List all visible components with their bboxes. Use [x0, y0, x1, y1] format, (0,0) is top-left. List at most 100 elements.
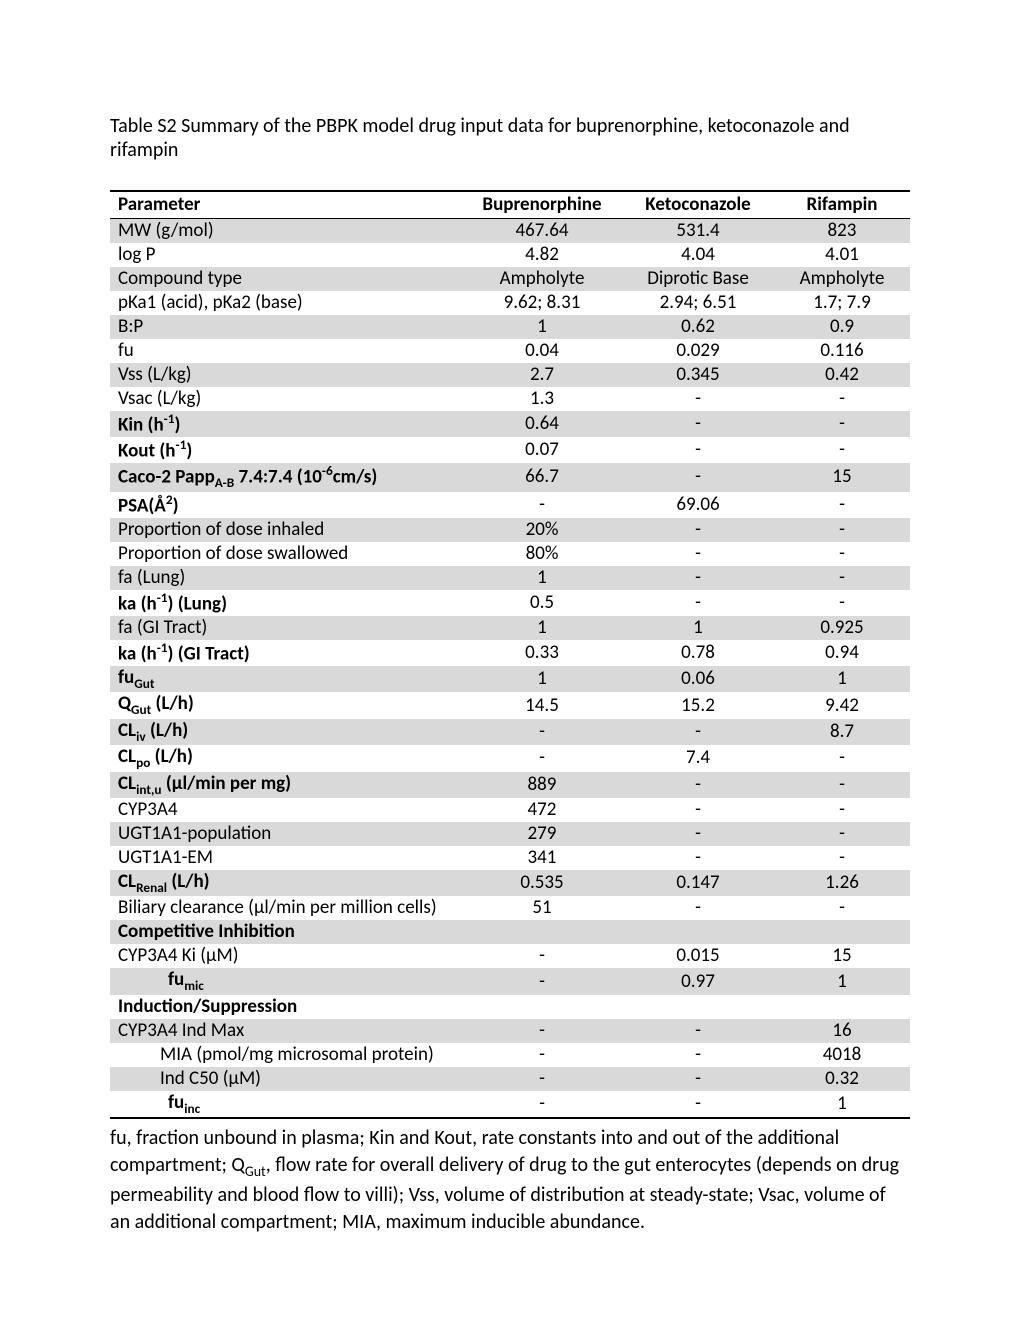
value-cell: 4018	[774, 1043, 910, 1067]
value-cell: 1	[462, 616, 622, 640]
value-cell: 0.06	[622, 666, 774, 692]
value-cell: 0.925	[774, 616, 910, 640]
param-cell: fuGut	[110, 666, 462, 692]
value-cell: -	[622, 1043, 774, 1067]
table-caption: Table S2 Summary of the PBPK model drug …	[110, 114, 910, 162]
value-cell: -	[622, 411, 774, 437]
param-cell: CLiv (L/h)	[110, 719, 462, 745]
value-cell: -	[622, 590, 774, 616]
page: Table S2 Summary of the PBPK model drug …	[0, 0, 1020, 1320]
col-header-parameter: Parameter	[110, 191, 462, 218]
value-cell: -	[774, 798, 910, 822]
param-cell: QGut (L/h)	[110, 692, 462, 718]
table-row: Vss (L/kg)2.70.3450.42	[110, 363, 910, 387]
table-row: CYP3A4 Ki (µM)-0.01515	[110, 944, 910, 968]
value-cell: 20%	[462, 518, 622, 542]
table-footnote: fu, fraction unbound in plasma; Kin and …	[110, 1125, 910, 1236]
value-cell: 279	[462, 822, 622, 846]
value-cell: 0.015	[622, 944, 774, 968]
table-row: ka (h-1) (Lung)0.5--	[110, 590, 910, 616]
param-cell: CLpo (L/h)	[110, 745, 462, 771]
table-row: fuinc--1	[110, 1091, 910, 1118]
param-cell: fa (GI Tract)	[110, 616, 462, 640]
value-cell: 7.4	[622, 745, 774, 771]
param-cell: Induction/Suppression	[110, 995, 462, 1019]
value-cell: -	[622, 387, 774, 411]
table-row: CYP3A4472--	[110, 798, 910, 822]
value-cell: -	[622, 1067, 774, 1091]
value-cell: Ampholyte	[774, 267, 910, 291]
param-cell: Kin (h-1)	[110, 411, 462, 437]
table-row: Proportion of dose swallowed80%--	[110, 542, 910, 566]
value-cell: 14.5	[462, 692, 622, 718]
param-cell: CLint,u (µl/min per mg)	[110, 772, 462, 798]
value-cell: 1	[462, 315, 622, 339]
table-body: MW (g/mol)467.64531.4823log P4.824.044.0…	[110, 218, 910, 1118]
value-cell: 0.32	[774, 1067, 910, 1091]
value-cell: -	[774, 822, 910, 846]
value-cell: 0.64	[462, 411, 622, 437]
value-cell: 1.7; 7.9	[774, 291, 910, 315]
table-row: CLpo (L/h)-7.4-	[110, 745, 910, 771]
param-cell: ka (h-1) (GI Tract)	[110, 640, 462, 666]
pbpk-parameters-table: Parameter Buprenorphine Ketoconazole Rif…	[110, 190, 910, 1119]
value-cell: Ampholyte	[462, 267, 622, 291]
table-row: fumic-0.971	[110, 968, 910, 994]
value-cell: -	[462, 745, 622, 771]
value-cell: 1	[774, 1091, 910, 1118]
table-row: Kin (h-1)0.64--	[110, 411, 910, 437]
value-cell: -	[622, 896, 774, 920]
table-row: fa (Lung)1--	[110, 566, 910, 590]
value-cell: -	[622, 846, 774, 870]
value-cell: -	[774, 590, 910, 616]
value-cell: 66.7	[462, 463, 622, 492]
value-cell: 341	[462, 846, 622, 870]
value-cell	[462, 995, 622, 1019]
value-cell: 0.97	[622, 968, 774, 994]
value-cell: 0.78	[622, 640, 774, 666]
table-row: UGT1A1-population279--	[110, 822, 910, 846]
value-cell: 1.26	[774, 870, 910, 896]
value-cell: 15	[774, 463, 910, 492]
value-cell: 0.33	[462, 640, 622, 666]
table-row: PSA(Å2)-69.06-	[110, 492, 910, 518]
param-cell: MW (g/mol)	[110, 218, 462, 243]
value-cell	[622, 995, 774, 1019]
value-cell: 80%	[462, 542, 622, 566]
table-row: Competitive Inhibition	[110, 920, 910, 944]
param-cell: Caco-2 PappA-B 7.4:7.4 (10-6cm/s)	[110, 463, 462, 492]
value-cell: -	[774, 437, 910, 463]
value-cell: 0.42	[774, 363, 910, 387]
col-header-buprenorphine: Buprenorphine	[462, 191, 622, 218]
value-cell: 0.535	[462, 870, 622, 896]
param-cell: log P	[110, 243, 462, 267]
value-cell: 0.5	[462, 590, 622, 616]
table-row: Kout (h-1)0.07--	[110, 437, 910, 463]
table-row: Compound typeAmpholyteDiprotic BaseAmpho…	[110, 267, 910, 291]
value-cell: 4.01	[774, 243, 910, 267]
value-cell: -	[774, 772, 910, 798]
table-row: CLiv (L/h)--8.7	[110, 719, 910, 745]
table-row: fu0.040.0290.116	[110, 339, 910, 363]
value-cell: -	[622, 518, 774, 542]
param-cell: Vsac (L/kg)	[110, 387, 462, 411]
param-cell: UGT1A1-population	[110, 822, 462, 846]
table-row: Ind C50 (µM)--0.32	[110, 1067, 910, 1091]
param-cell: CYP3A4	[110, 798, 462, 822]
value-cell: 0.029	[622, 339, 774, 363]
value-cell: 0.9	[774, 315, 910, 339]
value-cell: 467.64	[462, 218, 622, 243]
param-cell: CYP3A4 Ki (µM)	[110, 944, 462, 968]
value-cell: 8.7	[774, 719, 910, 745]
param-cell: fuinc	[110, 1091, 462, 1118]
value-cell	[774, 995, 910, 1019]
table-row: UGT1A1-EM341--	[110, 846, 910, 870]
value-cell: -	[622, 542, 774, 566]
value-cell: -	[462, 1091, 622, 1118]
value-cell: 9.42	[774, 692, 910, 718]
value-cell: -	[622, 437, 774, 463]
value-cell: 531.4	[622, 218, 774, 243]
value-cell: 472	[462, 798, 622, 822]
param-cell: MIA (pmol/mg microsomal protein)	[110, 1043, 462, 1067]
value-cell: -	[462, 944, 622, 968]
